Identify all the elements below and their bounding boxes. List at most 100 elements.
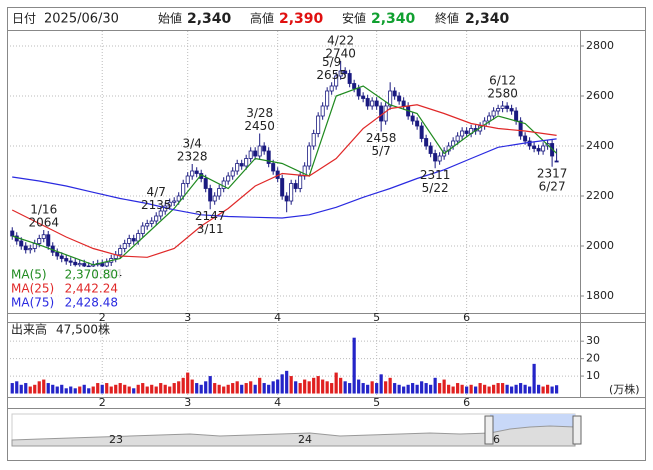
volume-bar	[199, 384, 203, 394]
header-low: 2,340	[371, 11, 416, 27]
candle-body	[262, 145, 267, 152]
navigator-handle[interactable]	[572, 415, 582, 445]
volume-bar	[550, 386, 554, 394]
volume-bar	[298, 383, 302, 394]
candle-body	[374, 100, 379, 107]
volume-bar	[33, 384, 37, 394]
volume-bar	[60, 384, 64, 394]
volume-bar	[37, 381, 41, 394]
candle-body	[523, 135, 528, 142]
annotation-date: 6/12	[489, 74, 516, 88]
navigator: 23 24 6	[11, 413, 582, 447]
volume-bar	[352, 337, 356, 394]
candle-body	[293, 183, 298, 189]
volume-bar	[69, 386, 73, 394]
volume-bar	[384, 381, 388, 394]
x-tick-label: 4	[274, 396, 281, 409]
volume-bar	[64, 388, 68, 394]
volume-bar	[100, 384, 104, 394]
annotation-date: 3/28	[246, 106, 273, 120]
header-open: 2,340	[187, 11, 232, 27]
volume-bar	[208, 376, 212, 394]
header-label: 安値	[342, 11, 366, 26]
volume-bar	[294, 381, 298, 394]
volume-bar	[478, 383, 482, 394]
volume-bar	[483, 384, 487, 394]
annotation-price: 2450	[244, 119, 275, 133]
volume-bar	[474, 386, 478, 394]
candle-body	[365, 98, 370, 107]
volume-bar	[357, 379, 361, 394]
annotation-date: 5/7	[371, 144, 390, 158]
annotation-date: 5/22	[422, 181, 449, 195]
volume-bar	[321, 379, 325, 394]
volume-bar	[289, 376, 293, 394]
candle-body	[248, 150, 253, 159]
volume-bar	[105, 383, 109, 394]
volume-bar	[532, 363, 536, 394]
volume-bar	[505, 384, 509, 394]
candle-body	[491, 110, 496, 117]
header-label: 高値	[250, 11, 274, 26]
header-close: 2,340	[465, 11, 510, 27]
volume-bar	[168, 386, 172, 394]
candle-body	[127, 238, 132, 244]
x-tick-label: 5	[373, 311, 380, 324]
moving-average	[12, 85, 558, 266]
candle-body	[59, 255, 64, 259]
candle-body	[226, 175, 231, 182]
volume-bar	[204, 381, 208, 394]
y-tick-label: 2200	[586, 189, 614, 202]
volume-bar	[51, 384, 55, 394]
legend-value: 2,370.80	[65, 268, 118, 282]
y-tick-label: 1800	[586, 289, 614, 302]
volume-bar	[172, 383, 176, 394]
volume-bar	[159, 383, 163, 394]
volume-bar	[276, 379, 280, 394]
annotation-price: 2328	[177, 150, 208, 164]
volume-bar	[163, 384, 167, 394]
annotation-price: 2135	[141, 198, 172, 212]
volume-bar	[141, 383, 145, 394]
volume-bar	[339, 377, 343, 394]
volume-bar	[433, 377, 437, 394]
candle-body	[383, 105, 388, 122]
x-tick-label: 3	[184, 396, 191, 409]
volume-bar	[231, 383, 235, 394]
volume-bar	[316, 376, 320, 394]
volume-bar	[451, 386, 455, 394]
volume-bar	[397, 384, 401, 394]
legend-name: MA(5)	[11, 268, 47, 282]
candle-body	[352, 83, 357, 89]
candle-body	[433, 153, 438, 162]
annotation-price: 2147	[195, 209, 226, 223]
navigator-handle[interactable]	[484, 415, 494, 445]
candle-body	[532, 145, 537, 149]
candle-body	[451, 140, 456, 147]
volume-bar	[78, 386, 82, 394]
volume-bar	[186, 372, 190, 394]
volume-bar	[460, 384, 464, 394]
volume-bar	[456, 383, 460, 394]
candle-body	[82, 263, 87, 267]
candle-body	[203, 178, 208, 189]
candle-body	[73, 261, 78, 266]
legend-value: 2,442.24	[65, 282, 118, 296]
volume-bar	[118, 383, 122, 394]
candle-body	[298, 175, 303, 189]
volume-bar	[361, 383, 365, 394]
candle-body	[239, 163, 244, 167]
candle-body	[253, 150, 258, 157]
candle-body	[437, 155, 442, 162]
annotation-date: 5/9	[322, 55, 341, 69]
candle-body	[208, 188, 213, 202]
candle-body	[28, 248, 33, 251]
x-tick-label: 5	[373, 396, 380, 409]
candle-body	[500, 105, 505, 109]
annotation-price: 2740	[325, 47, 356, 61]
candle-body	[527, 140, 532, 147]
candle-body	[424, 138, 429, 147]
volume-bar	[442, 379, 446, 394]
candle-body	[347, 73, 352, 84]
candle-body	[415, 120, 420, 127]
